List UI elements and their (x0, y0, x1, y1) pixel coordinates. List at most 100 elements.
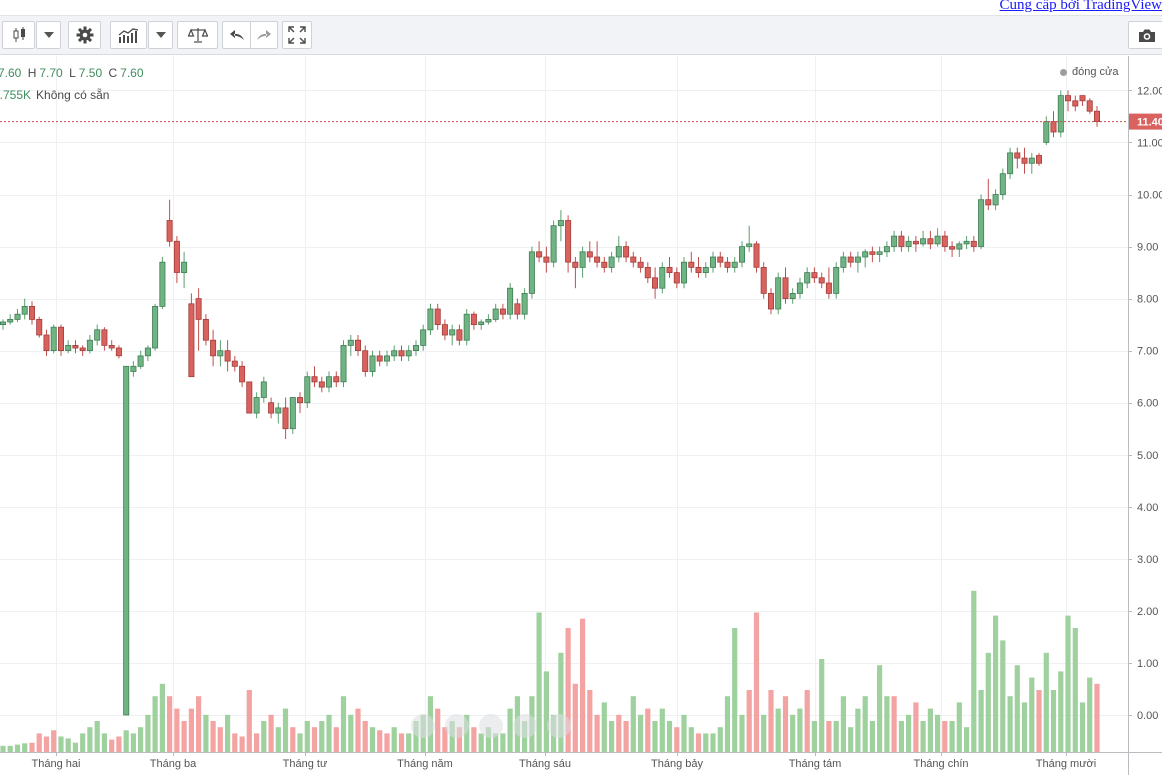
volume-bar (913, 702, 919, 752)
candle (246, 381, 253, 414)
volume-bar (181, 721, 187, 752)
low-label: L (69, 66, 76, 80)
candle (840, 251, 847, 273)
volume-bar (152, 696, 158, 752)
candle (528, 246, 535, 299)
indicators-dropdown-button[interactable] (148, 21, 173, 49)
candle-body (253, 397, 260, 414)
indicators-button[interactable] (110, 21, 147, 49)
caret-down-icon (43, 32, 54, 38)
volume-bar (717, 727, 723, 752)
volume-bar (565, 628, 571, 752)
volume-status: Không có sẵn (36, 88, 110, 102)
candle-body (376, 355, 383, 362)
candle-body (963, 240, 970, 245)
volume-bar (884, 696, 890, 752)
redo-button[interactable] (250, 21, 278, 49)
volume-bar (72, 742, 78, 752)
candle (28, 301, 35, 325)
candle-body (876, 251, 883, 255)
candle (434, 303, 441, 330)
volume-bar (949, 721, 955, 752)
settings-button[interactable] (68, 21, 101, 49)
candle (717, 251, 724, 268)
volume-bar (797, 708, 803, 752)
volume-bar (1007, 696, 1013, 752)
candle-body (695, 266, 702, 273)
volume-bar (645, 708, 651, 752)
volume-bar (65, 738, 71, 752)
open-value: 7.60 (0, 66, 22, 80)
volume-bar (819, 659, 825, 752)
volume-bar (398, 733, 405, 752)
candle-body (637, 261, 644, 268)
volume-bar (942, 721, 948, 752)
candle-body (463, 313, 470, 341)
candle (376, 350, 383, 367)
candle (681, 257, 688, 289)
candle-body (173, 240, 180, 273)
time-tick-label: Tháng bảy (651, 758, 703, 770)
candle (514, 298, 521, 320)
volume-bar (906, 714, 912, 752)
candle-body (340, 344, 347, 383)
candle (811, 267, 818, 283)
candle (137, 350, 144, 369)
candle-body (550, 225, 557, 263)
candle (311, 366, 318, 388)
candle (949, 241, 956, 257)
candle-body (956, 243, 963, 250)
candle (775, 272, 782, 315)
camera-icon (1138, 29, 1155, 42)
candle (543, 246, 550, 273)
candle-body (731, 261, 738, 268)
candle-body (1057, 95, 1064, 133)
volume-bar (188, 708, 194, 752)
volume-bar (493, 733, 499, 752)
volume-bar (695, 733, 702, 752)
candle (217, 340, 224, 367)
volume-bar (572, 683, 578, 752)
time-tick-label: Tháng chín (913, 758, 968, 770)
candle (905, 236, 912, 252)
candle-body (825, 282, 832, 294)
candle-body (681, 261, 688, 284)
screenshot-button[interactable] (1128, 21, 1162, 49)
price-tick-label: 6.00 (1137, 398, 1158, 410)
style-dropdown-button[interactable] (36, 21, 61, 49)
candle-series (0, 90, 1101, 716)
volume-bar (739, 714, 745, 752)
price-tick-label: 3.00 (1137, 554, 1158, 566)
candle (912, 236, 919, 252)
candle-body (130, 365, 137, 372)
volume-bar (616, 714, 622, 752)
volume-bar (22, 743, 28, 752)
candle (347, 335, 354, 356)
candle-body (1043, 121, 1050, 143)
candle (688, 251, 695, 273)
candle-body (1028, 157, 1035, 164)
candle-body (123, 365, 130, 716)
candle (478, 319, 485, 330)
candle (224, 340, 231, 372)
undo-button[interactable] (222, 21, 250, 49)
last-price-label: 11.40 (1137, 117, 1162, 129)
close-value: 7.60 (120, 66, 144, 80)
candle-body (304, 376, 311, 404)
compare-button[interactable] (177, 21, 218, 49)
candle (637, 257, 644, 273)
candle-body (181, 261, 188, 274)
candle-style-button[interactable] (2, 21, 35, 49)
candle-body (1079, 95, 1086, 102)
candle (21, 298, 28, 320)
attribution-link[interactable]: Cung cấp bởi TradingView (999, 0, 1162, 13)
candle (1036, 152, 1043, 166)
candle-body (775, 277, 782, 310)
fullscreen-button[interactable] (282, 21, 312, 49)
candle (79, 345, 86, 356)
volume-bar (130, 733, 136, 752)
candle-body (21, 305, 28, 315)
watermark-circle (411, 714, 435, 738)
candle (65, 340, 72, 354)
